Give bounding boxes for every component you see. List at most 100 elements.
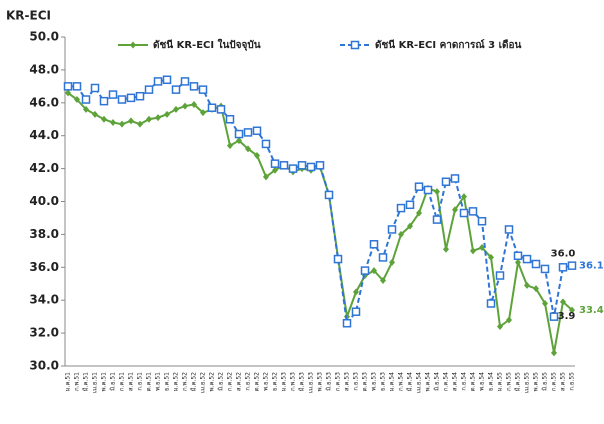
point — [497, 323, 503, 331]
x-tick-label: ก.ค.52 — [227, 372, 234, 391]
x-tick-label: ม.ค.55 — [497, 372, 504, 392]
x-tick-label: พ.ย.52 — [263, 372, 270, 391]
legend-label: ดัชนี KR-ECI คาดการณ์ 3 เดือน — [375, 39, 522, 51]
point — [470, 247, 476, 255]
point — [551, 349, 557, 357]
x-tick-label: เม.ย.54 — [416, 372, 423, 393]
point — [549, 312, 559, 321]
x-tick-label: พ.ค.55 — [533, 372, 540, 392]
x-tick-label: มิ.ย.55 — [542, 372, 549, 391]
x-tick-label: ก.พ.55 — [506, 372, 513, 391]
y-tick-label: 48.0 — [29, 62, 59, 76]
legend-marker — [130, 41, 136, 49]
x-tick-label: ก.ค.51 — [119, 372, 126, 391]
x-tick-label: ก.ค.54 — [443, 372, 450, 391]
y-tick-label: 36.0 — [29, 260, 59, 274]
point — [137, 120, 143, 128]
point — [74, 96, 80, 104]
point — [486, 299, 496, 308]
x-tick-label: พ.ค.51 — [101, 372, 108, 392]
point — [459, 208, 469, 218]
x-tick-label: ก.พ.53 — [290, 372, 297, 391]
y-tick-label: 50.0 — [29, 30, 59, 44]
point — [569, 306, 575, 314]
point — [461, 193, 467, 201]
point — [135, 91, 145, 101]
point — [162, 75, 172, 85]
point — [416, 209, 422, 217]
y-tick-label: 40.0 — [29, 194, 59, 208]
y-tick-label: 34.0 — [29, 293, 59, 307]
x-tick-label: ธ.ค.54 — [488, 372, 495, 391]
point — [387, 225, 397, 234]
point — [164, 110, 170, 118]
point — [272, 166, 278, 174]
x-tick-label: ก.พ.52 — [182, 372, 189, 391]
point — [119, 120, 125, 128]
point — [533, 285, 539, 293]
point — [234, 129, 244, 139]
point — [542, 299, 548, 307]
y-tick-label: 44.0 — [29, 128, 59, 142]
point — [180, 77, 190, 86]
value-label: 36.0 — [551, 248, 576, 259]
x-tick-label: ส.ค.55 — [560, 372, 567, 391]
x-tick-label: พ.ค.54 — [425, 372, 432, 392]
point — [146, 115, 152, 123]
x-tick-label: ต.ค.52 — [254, 372, 261, 392]
point — [117, 95, 127, 104]
point — [297, 161, 307, 170]
point — [200, 109, 206, 117]
point — [189, 82, 199, 91]
value-label: 36.1 — [579, 261, 604, 272]
x-tick-label: เม.ย.51 — [92, 372, 99, 393]
point — [324, 190, 334, 200]
point — [479, 244, 485, 252]
x-tick-label: ก.พ.54 — [398, 372, 405, 391]
point — [560, 298, 566, 306]
point — [398, 230, 404, 238]
point — [495, 271, 505, 280]
point — [353, 288, 359, 296]
x-tick-label: ก.ย.54 — [461, 372, 468, 391]
x-tick-label: ต.ค.51 — [146, 372, 153, 392]
point — [63, 82, 73, 91]
x-tick-label: มี.ค.53 — [298, 372, 306, 392]
x-tick-label: ส.ค.52 — [236, 372, 243, 391]
point — [333, 254, 343, 264]
point — [236, 137, 242, 145]
point — [81, 95, 91, 104]
point — [351, 307, 361, 316]
point — [405, 200, 415, 210]
point — [182, 102, 188, 110]
point — [263, 173, 269, 181]
y-tick-label: 32.0 — [29, 326, 59, 340]
y-tick-label: 46.0 — [29, 95, 59, 109]
point — [515, 258, 521, 266]
x-tick-label: ก.พ.51 — [74, 372, 81, 391]
x-tick-label: พ.ค.52 — [209, 372, 216, 392]
point — [144, 85, 154, 94]
point — [380, 276, 386, 284]
x-tick-label: ก.ค.55 — [551, 372, 558, 391]
point — [108, 90, 118, 99]
value-label: 33.9 — [551, 311, 576, 322]
x-tick-label: ก.ย.55 — [569, 372, 576, 391]
point — [522, 254, 532, 264]
point — [245, 145, 251, 153]
point — [506, 316, 512, 324]
x-tick-label: ม.ค.52 — [173, 372, 180, 392]
point — [270, 159, 280, 168]
point — [407, 222, 413, 230]
point — [306, 162, 316, 172]
y-tick-label: 38.0 — [29, 227, 59, 241]
x-tick-label: ม.ค.53 — [281, 372, 288, 392]
point — [288, 164, 298, 173]
point — [227, 142, 233, 150]
x-tick-label: มิ.ย.54 — [434, 372, 441, 391]
point — [432, 215, 442, 224]
point — [389, 258, 395, 266]
point — [198, 85, 208, 94]
point — [477, 216, 487, 226]
